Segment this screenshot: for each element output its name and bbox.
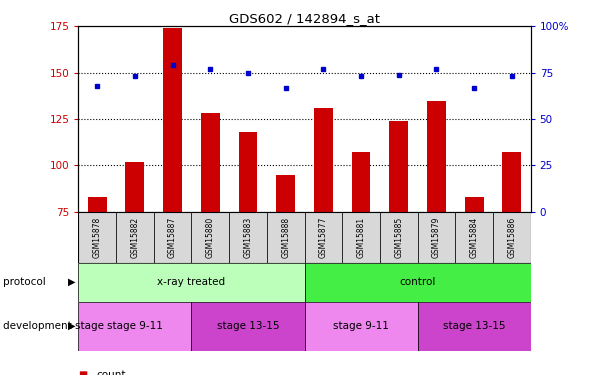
Bar [78,212,116,262]
Bar [239,132,257,212]
Text: development stage: development stage [3,321,104,331]
Bar [417,302,531,351]
Text: stage 13-15: stage 13-15 [443,321,505,331]
Text: GSM15882: GSM15882 [130,217,139,258]
Bar [88,197,107,212]
Text: GSM15878: GSM15878 [93,217,102,258]
Title: GDS602 / 142894_s_at: GDS602 / 142894_s_at [229,12,380,25]
Bar [502,153,521,212]
Bar [78,262,305,302]
Bar [455,212,493,262]
Text: GSM15888: GSM15888 [281,217,290,258]
Bar [305,262,531,302]
Text: GSM15883: GSM15883 [244,217,253,258]
Text: GSM15881: GSM15881 [356,217,365,258]
Bar [427,100,446,212]
Bar [493,212,531,262]
Bar [267,212,305,262]
Text: ▶: ▶ [68,321,75,331]
Bar [116,212,154,262]
Bar [192,302,305,351]
Text: ▶: ▶ [68,277,75,287]
Text: ■: ■ [78,370,87,375]
Bar [229,212,267,262]
Bar [390,121,408,212]
Bar [125,162,144,212]
Bar [154,212,192,262]
Bar [465,197,484,212]
Bar [352,153,370,212]
Bar [343,212,380,262]
Text: GSM15884: GSM15884 [470,217,479,258]
Text: GSM15886: GSM15886 [507,217,516,258]
Bar [380,212,417,262]
Text: GSM15885: GSM15885 [394,217,403,258]
Text: GSM15879: GSM15879 [432,216,441,258]
Bar [163,28,182,212]
Bar [78,302,192,351]
Bar [417,212,455,262]
Bar [201,114,219,212]
Text: stage 13-15: stage 13-15 [216,321,279,331]
Text: protocol: protocol [3,277,46,287]
Bar [305,302,417,351]
Text: stage 9-11: stage 9-11 [333,321,389,331]
Bar [192,212,229,262]
Text: x-ray treated: x-ray treated [157,277,226,287]
Text: control: control [399,277,436,287]
Bar [305,212,343,262]
Text: count: count [96,370,126,375]
Text: GSM15877: GSM15877 [319,216,328,258]
Bar [276,175,295,212]
Text: stage 9-11: stage 9-11 [107,321,163,331]
Text: GSM15887: GSM15887 [168,217,177,258]
Bar [314,108,333,212]
Text: GSM15880: GSM15880 [206,217,215,258]
